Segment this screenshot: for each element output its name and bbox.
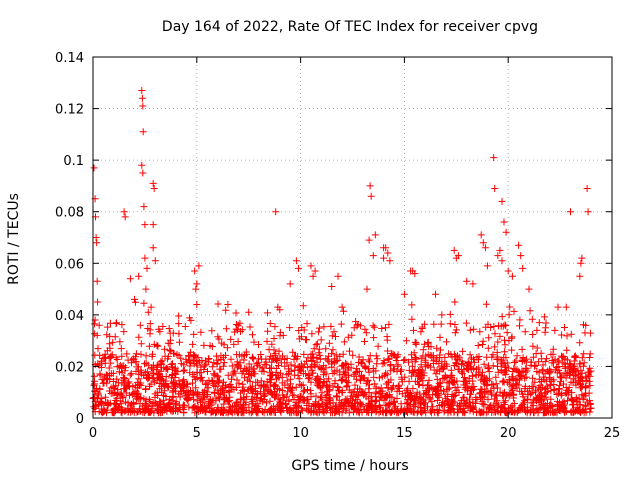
x-tick-label: 20 xyxy=(500,426,517,441)
x-tick-label: 15 xyxy=(396,426,413,441)
y-tick-label: 0.06 xyxy=(55,257,84,272)
x-tick-label: 5 xyxy=(193,426,201,441)
y-tick-label: 0.04 xyxy=(55,309,84,324)
chart-title: Day 164 of 2022, Rate Of TEC Index for r… xyxy=(162,19,538,35)
x-axis-label: GPS time / hours xyxy=(291,458,408,474)
x-tick-label: 0 xyxy=(89,426,97,441)
y-tick-label: 0.02 xyxy=(55,360,84,375)
y-tick-label: 0.12 xyxy=(55,103,84,118)
y-axis-label: ROTI / TECUs xyxy=(6,193,22,285)
y-tick-label: 0.1 xyxy=(63,154,84,169)
y-tick-label: 0 xyxy=(76,412,84,427)
y-tick-label: 0.08 xyxy=(55,206,84,221)
plot-frame xyxy=(92,56,613,419)
x-tick-label: 25 xyxy=(604,426,621,441)
x-tick-label: 10 xyxy=(292,426,309,441)
y-tick-label: 0.14 xyxy=(55,51,84,66)
roti-data-points xyxy=(89,87,595,417)
ticks-layer: 0 5 10 15 20 25 0 0.02 0.04 0.06 0.08 0.1 0.12 0.14 xyxy=(55,51,620,441)
points-layer xyxy=(89,87,595,417)
